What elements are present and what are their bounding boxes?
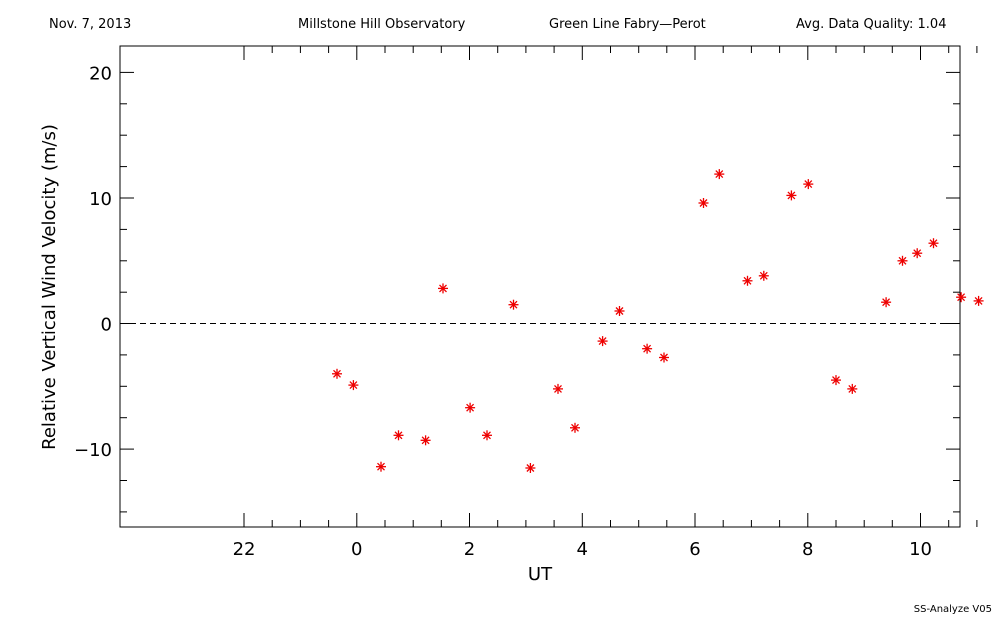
x-axis: 22 0 2 4 6 8 10 (233, 46, 978, 560)
data-point (786, 190, 797, 201)
software-version: SS-Analyze V05 (913, 604, 992, 615)
instrument-label: Green Line Fabry—Perot (549, 17, 706, 32)
observatory-label: Millstone Hill Observatory (298, 17, 466, 32)
data-points (332, 169, 984, 473)
data-point (393, 430, 404, 441)
data-point (742, 275, 753, 286)
data-point (570, 422, 580, 433)
data-point (758, 270, 769, 281)
y-tick-label: 20 (89, 63, 112, 84)
x-tick-label: 2 (464, 539, 475, 560)
x-tick-label: 10 (909, 539, 932, 560)
data-point (482, 430, 492, 441)
y-tick-label: 0 (101, 315, 112, 336)
data-point (659, 352, 669, 363)
data-point (332, 368, 342, 379)
y-tick-label: 10 (89, 189, 112, 210)
x-tick-label: 6 (689, 539, 700, 560)
data-point (376, 461, 386, 472)
date-label: Nov. 7, 2013 (49, 17, 132, 32)
data-point (465, 402, 476, 413)
quality-label: Avg. Data Quality: 1.04 (796, 17, 947, 32)
data-point (642, 343, 653, 354)
data-point (525, 463, 536, 473)
data-point (847, 383, 858, 394)
y-axis-title: Relative Vertical Wind Velocity (m/s) (39, 124, 60, 450)
data-point (438, 283, 448, 294)
x-tick-label: 0 (351, 539, 362, 560)
data-point (973, 295, 984, 306)
y-axis: −10 0 10 20 (74, 63, 960, 513)
data-point (420, 435, 431, 446)
data-point (897, 255, 908, 266)
x-tick-label: 8 (802, 539, 813, 560)
data-point (698, 198, 709, 208)
data-point (912, 248, 923, 259)
data-point (956, 292, 967, 303)
x-tick-label: 4 (577, 539, 588, 560)
data-point (831, 375, 841, 386)
y-tick-label: −10 (74, 440, 112, 461)
data-point (508, 299, 519, 310)
data-point (928, 238, 939, 249)
data-point (614, 306, 625, 316)
data-point (803, 179, 814, 190)
data-point (553, 383, 563, 394)
data-point (881, 297, 892, 308)
data-point (348, 380, 359, 391)
x-axis-title: UT (528, 564, 553, 585)
data-point (597, 336, 608, 347)
plot-frame (119, 45, 961, 528)
x-tick-label: 22 (233, 539, 256, 560)
data-point (714, 169, 725, 180)
